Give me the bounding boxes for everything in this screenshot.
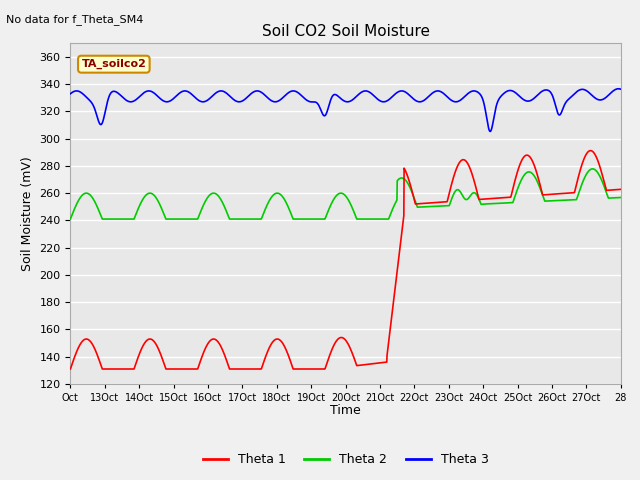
X-axis label: Time: Time bbox=[330, 405, 361, 418]
Y-axis label: Soil Moisture (mV): Soil Moisture (mV) bbox=[21, 156, 34, 271]
Text: TA_soilco2: TA_soilco2 bbox=[81, 59, 147, 69]
Title: Soil CO2 Soil Moisture: Soil CO2 Soil Moisture bbox=[262, 24, 429, 39]
Text: No data for f_Theta_SM4: No data for f_Theta_SM4 bbox=[6, 14, 144, 25]
Legend: Theta 1, Theta 2, Theta 3: Theta 1, Theta 2, Theta 3 bbox=[198, 448, 493, 471]
